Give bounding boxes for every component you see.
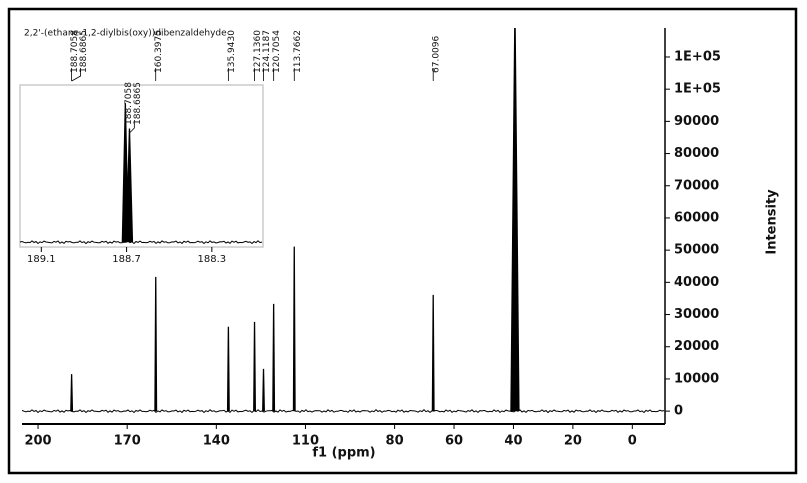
- peak: [70, 374, 74, 412]
- peak: [431, 294, 435, 412]
- y-tick-label: 60000: [674, 210, 719, 225]
- y-tick-label: 50000: [674, 243, 719, 258]
- peak: [292, 246, 296, 412]
- x-tick-label: 200: [24, 434, 51, 449]
- peak: [154, 276, 158, 412]
- peak-label: 135.9430: [227, 30, 237, 73]
- peak-label: 188.7058: [124, 82, 134, 125]
- baseline: [22, 409, 665, 414]
- x-tick-label: 170: [114, 434, 141, 449]
- peak-label: 188.6865: [79, 30, 89, 73]
- peak: [510, 28, 520, 412]
- x-tick-label: 0: [628, 434, 637, 449]
- frame: [7, 7, 798, 475]
- y-tick-label: 1E+05: [674, 82, 721, 97]
- inset-box: [19, 84, 264, 248]
- y-tick-label: 40000: [674, 275, 719, 290]
- x-axis-label: f1 (ppm): [312, 446, 375, 461]
- x-tick-label: 188.7: [112, 254, 141, 265]
- x-tick-label: 60: [445, 434, 463, 449]
- x-tick-label: 40: [504, 434, 522, 449]
- y-tick-label: 70000: [674, 178, 719, 193]
- peak: [272, 303, 276, 412]
- y-tick-label: 80000: [674, 146, 719, 161]
- plot-area: [20, 103, 263, 245]
- x-tick-label: 20: [564, 434, 582, 449]
- peak-label: 67.0096: [432, 36, 442, 73]
- x-tick-label: 80: [386, 434, 404, 449]
- y-tick-label: 20000: [674, 339, 719, 354]
- x-tick-label: 189.1: [27, 254, 56, 265]
- peak-label: 127.1360: [253, 30, 263, 73]
- y-tick-label: 10000: [674, 371, 719, 386]
- peak-label: 160.3975: [154, 30, 164, 73]
- peak: [253, 321, 256, 412]
- peak-label: 188.6865: [133, 82, 143, 125]
- peak-label: 124.1187: [262, 30, 272, 73]
- peak-label: 188.7058: [70, 30, 80, 73]
- baseline: [20, 240, 263, 245]
- chart-title: 2,2'-(ethane-1,2-diylbis(oxy))dibenzalde…: [24, 29, 227, 39]
- x-tick-label: 110: [292, 434, 319, 449]
- y-tick-label: 90000: [674, 114, 719, 129]
- peak: [262, 368, 265, 412]
- x-tick-label: 140: [203, 434, 230, 449]
- y-tick-label: 1E+05: [674, 49, 721, 64]
- x-tick-label: 188.3: [198, 254, 227, 265]
- y-axis-label: Intensity: [765, 189, 780, 255]
- peak: [226, 326, 230, 412]
- peak-label-connector: [129, 120, 135, 134]
- peak-label: 113.7662: [293, 30, 303, 73]
- plot-area: [22, 28, 665, 414]
- peak: [125, 128, 134, 243]
- y-tick-label: 0: [674, 404, 683, 419]
- peak-label-connector: [71, 68, 82, 82]
- peak-label: 120.7054: [272, 30, 282, 73]
- y-tick-label: 30000: [674, 307, 719, 322]
